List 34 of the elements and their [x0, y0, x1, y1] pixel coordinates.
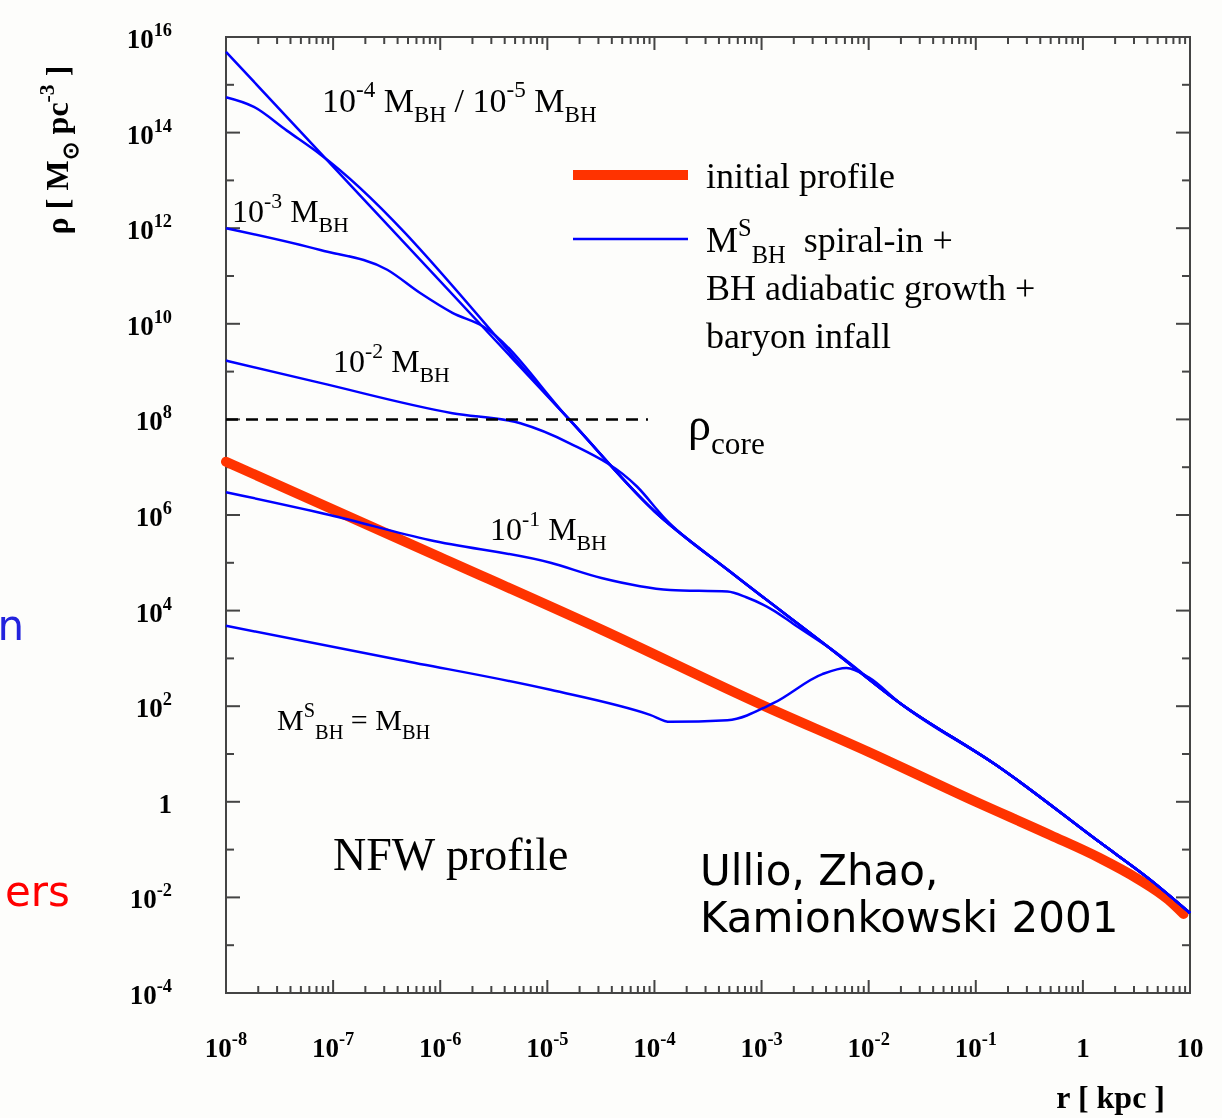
- x-tick-label: 10$^{-4}$: [633, 1028, 676, 1063]
- x-tick-label: 10$^{-3}$: [740, 1028, 783, 1063]
- y-tick-label: 10$^{8}$: [135, 402, 172, 437]
- text: n: [0, 601, 24, 650]
- annotation: NFW profile: [333, 829, 569, 880]
- legend-label: initial profile: [706, 156, 895, 196]
- annotation: 10$^{-2}$ M$_{BH}$: [333, 338, 451, 387]
- x-tick-label: 1: [1076, 1033, 1090, 1063]
- x-tick-label: 10$^{-5}$: [526, 1028, 569, 1063]
- y-tick-label: 1: [158, 788, 172, 819]
- annotation: 10$^{-1}$ M$_{BH}$: [490, 506, 608, 555]
- x-tick-label: 10$^{-2}$: [847, 1028, 890, 1063]
- x-tick-label: 10: [1176, 1033, 1204, 1063]
- annotation: ρ$_{core}$: [688, 399, 765, 461]
- y-tick-label: 10$^{14}$: [126, 115, 172, 150]
- y-tick-label: 10$^{-4}$: [129, 975, 172, 1010]
- y-tick-label: 10$^{4}$: [135, 593, 172, 628]
- x-axis-title: r [ kpc ]: [1056, 1079, 1165, 1115]
- x-tick-label: 10$^{-1}$: [954, 1028, 997, 1063]
- x-tick-label: 10$^{-8}$: [204, 1028, 248, 1063]
- legend-label: M$^{S}$$_{BH}$ spiral-in + BH adiabatic growth + baryon infall: [706, 213, 1036, 356]
- x-tick-label: 10$^{-6}$: [419, 1028, 462, 1063]
- y-tick-label: 10$^{10}$: [126, 306, 172, 341]
- annotation: 10$^{-4}$ M$_{BH}$ / 10$^{-5}$ M$_{BH}$: [322, 75, 597, 128]
- y-tick-label: 10$^{16}$: [126, 19, 172, 54]
- y-tick-label: 10$^{6}$: [135, 497, 172, 532]
- y-tick-label: 10$^{-2}$: [129, 880, 172, 915]
- annotation: 10$^{-3}$ M$_{BH}$: [232, 188, 350, 237]
- text: ers: [5, 867, 70, 916]
- y-tick-label: 10$^{2}$: [135, 689, 172, 724]
- annotation: Ullio, Zhao, Kamionkowski 2001: [700, 846, 1119, 942]
- y-tick-label: 10$^{12}$: [126, 211, 172, 246]
- annotation: M$^{S}$$_{BH}$ = M$_{BH}$: [277, 698, 431, 743]
- x-tick-label: 10$^{-7}$: [311, 1028, 355, 1063]
